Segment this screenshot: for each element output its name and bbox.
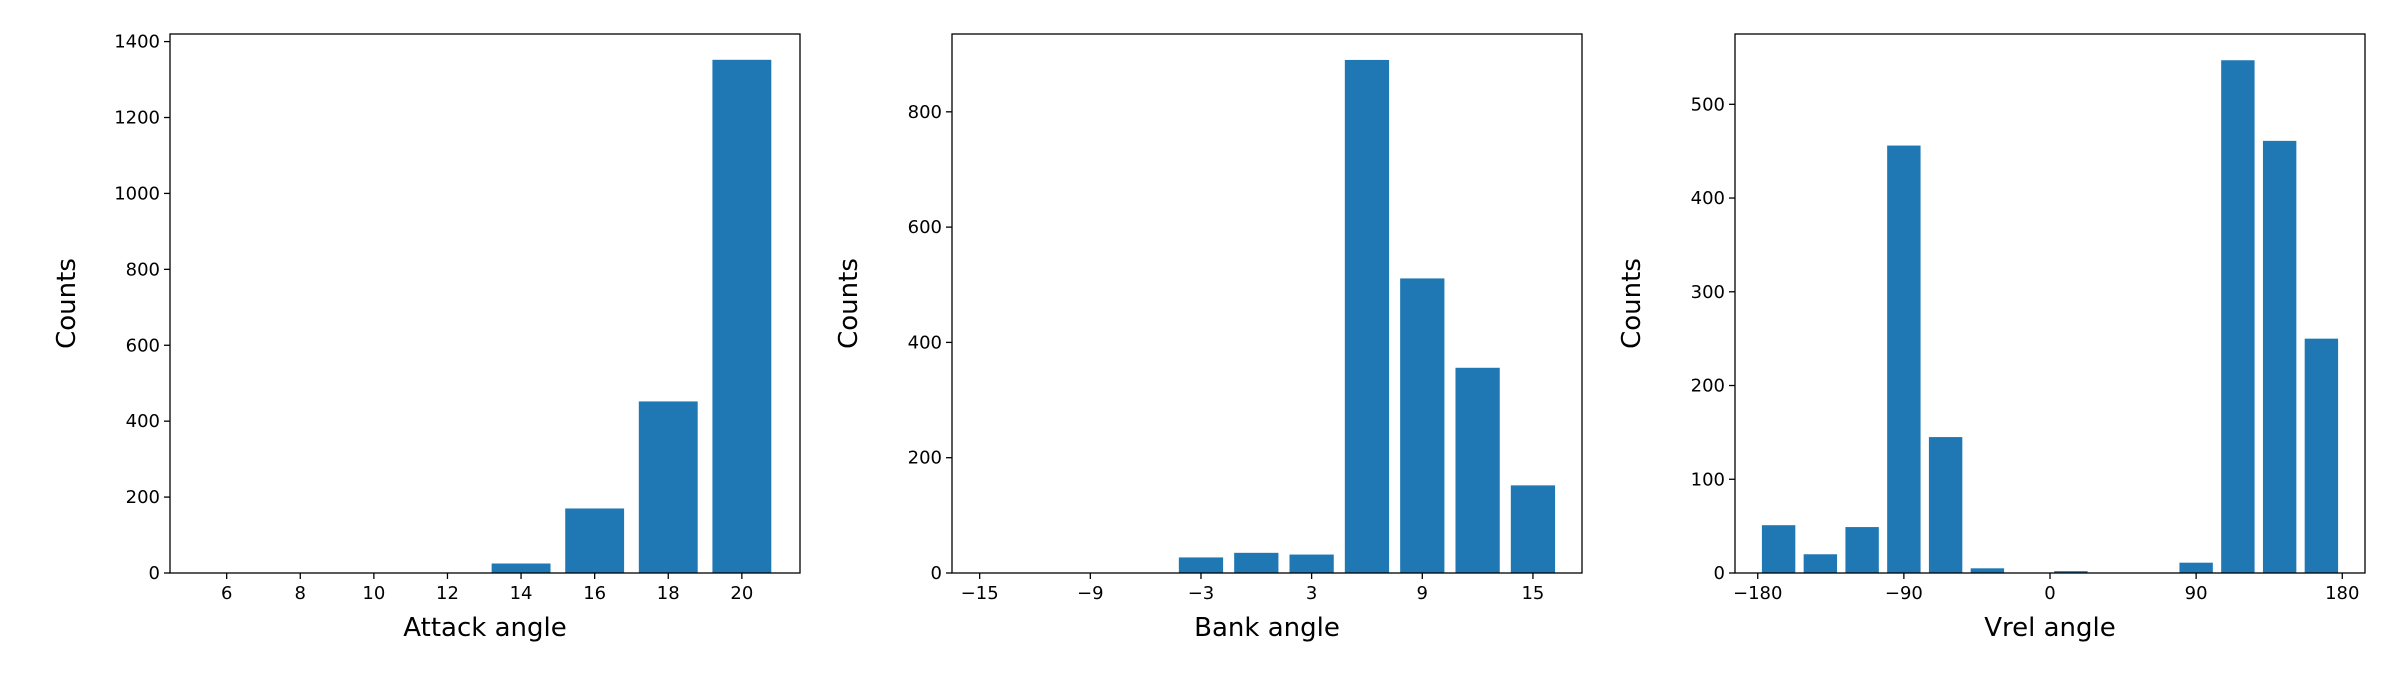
y-tick-label: 800 (908, 102, 942, 123)
y-tick-label: 800 (126, 259, 160, 280)
bar (638, 401, 698, 573)
bar (2221, 60, 2255, 574)
bar (1178, 557, 1224, 573)
x-tick-label: 90 (2185, 583, 2208, 604)
x-tick-label: 8 (295, 583, 306, 604)
y-tick-label: 1200 (114, 108, 160, 129)
bar (1289, 554, 1334, 573)
y-tick-label: 0 (931, 563, 942, 584)
bar (2304, 338, 2339, 573)
y-tick-label: 200 (126, 487, 160, 508)
x-axis-label: Vrel angle (1984, 613, 2116, 643)
x-tick-label: −180 (1733, 583, 1782, 604)
x-axis-label: Attack angle (403, 613, 566, 643)
x-tick-label: 9 (1417, 583, 1428, 604)
x-tick-label: 16 (583, 583, 606, 604)
bar (1510, 485, 1556, 573)
y-tick-label: 400 (126, 411, 160, 432)
x-tick-label: −3 (1188, 583, 1215, 604)
y-tick-label: 600 (126, 335, 160, 356)
bar (1887, 145, 1921, 573)
bar (1761, 525, 1796, 573)
bar (2262, 140, 2297, 573)
bar (2179, 562, 2213, 573)
bar (1455, 367, 1500, 573)
y-tick-label: 400 (1691, 188, 1725, 209)
bar (491, 563, 551, 573)
x-tick-label: −90 (1885, 583, 1923, 604)
axes-frame (951, 33, 1583, 574)
x-axis-label: Bank angle (1194, 613, 1340, 643)
y-tick-label: 600 (908, 217, 942, 238)
bar (1928, 437, 1963, 573)
y-tick-label: 200 (1691, 376, 1725, 397)
bar (2054, 571, 2088, 573)
y-tick-label: 200 (908, 448, 942, 469)
y-axis-label: Counts (52, 258, 82, 349)
x-tick-label: 18 (657, 583, 680, 604)
bar (1344, 59, 1390, 574)
bar (1234, 552, 1279, 573)
y-tick-label: 1400 (114, 32, 160, 53)
x-tick-label: −9 (1077, 583, 1104, 604)
x-tick-label: −15 (961, 583, 999, 604)
y-axis-label: Counts (834, 258, 864, 349)
bar (565, 508, 625, 573)
x-tick-label: 0 (2044, 583, 2055, 604)
x-tick-label: 15 (1521, 583, 1544, 604)
x-tick-label: 180 (2325, 583, 2359, 604)
x-tick-label: 20 (730, 583, 753, 604)
x-tick-label: 10 (362, 583, 385, 604)
y-tick-label: 1000 (114, 183, 160, 204)
x-tick-label: 14 (510, 583, 533, 604)
y-axis-label: Counts (1617, 258, 1647, 349)
y-tick-label: 400 (908, 332, 942, 353)
y-tick-label: 0 (149, 563, 160, 584)
bar (1845, 527, 1879, 573)
bar (1970, 568, 2005, 573)
y-tick-label: 300 (1691, 282, 1725, 303)
x-tick-label: 6 (221, 583, 232, 604)
y-tick-label: 0 (1714, 563, 1725, 584)
y-tick-label: 500 (1691, 94, 1725, 115)
bar (1400, 278, 1445, 573)
axes-frame (169, 33, 801, 574)
x-tick-label: 3 (1306, 583, 1317, 604)
y-tick-label: 100 (1691, 469, 1725, 490)
bar (712, 59, 772, 573)
x-tick-label: 12 (436, 583, 459, 604)
bar (1803, 554, 1838, 573)
